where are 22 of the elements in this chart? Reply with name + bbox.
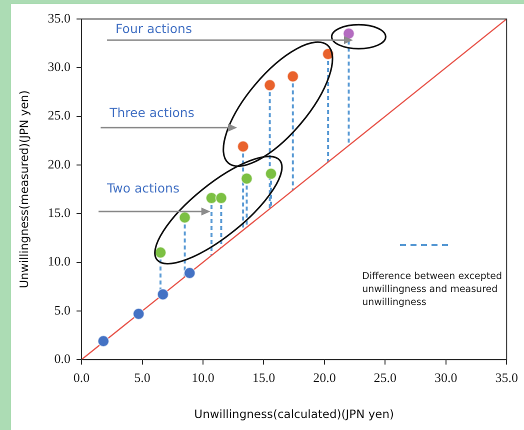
y-tick-label: 0.0 bbox=[54, 351, 71, 366]
y-tick-label: 25.0 bbox=[48, 108, 71, 123]
annotation: Two actions bbox=[106, 180, 180, 196]
x-tick-label: 35.0 bbox=[495, 370, 518, 385]
y-tick-label: 35.0 bbox=[48, 10, 71, 26]
y-tick-label: 10.0 bbox=[48, 254, 71, 269]
annotation: Three actions bbox=[108, 104, 194, 120]
annotation: Four actions bbox=[116, 21, 192, 36]
x-axis-title: Unwillingness(calculated)(JPN yen) bbox=[194, 407, 394, 422]
x-tick-label: 15.0 bbox=[252, 370, 276, 385]
x-tick-label: 10.0 bbox=[192, 370, 214, 385]
y-tick-label: 20.0 bbox=[48, 156, 71, 172]
y-tick-label: 30.0 bbox=[48, 59, 71, 74]
y-tick-label: 5.0 bbox=[54, 302, 71, 318]
x-tick-label: 25.0 bbox=[374, 370, 397, 385]
y-tick-label: 15.0 bbox=[48, 205, 71, 220]
x-tick-label: 0.0 bbox=[73, 370, 90, 385]
x-tick-label: 20.0 bbox=[313, 370, 336, 385]
x-tick-label: 30.0 bbox=[434, 370, 458, 385]
x-tick-label: 5.0 bbox=[134, 370, 150, 385]
y-axis-title: Unwillingness(measured)(JPN yen) bbox=[16, 90, 31, 288]
text: Difference between excepted unwillingness and measured unwillingness bbox=[362, 270, 504, 309]
